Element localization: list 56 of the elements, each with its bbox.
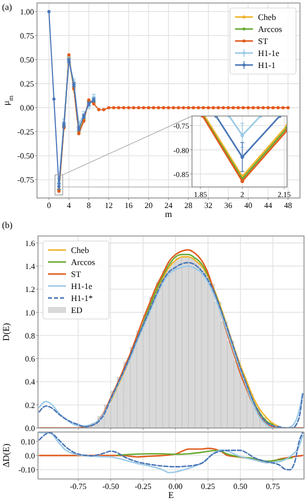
y-tick-label: 0.50 xyxy=(20,56,34,65)
legend-label: ST xyxy=(71,269,82,279)
y-tick-label: 0.00 xyxy=(20,104,34,113)
legend-label: Arccos xyxy=(71,257,96,267)
x-tick-label: -0.75 xyxy=(70,482,87,491)
x-tick-label: 40 xyxy=(244,201,252,210)
x-axis-title: m xyxy=(164,209,172,219)
y-tick-label: -0.75 xyxy=(17,176,34,185)
y-tick-label: 0.2 xyxy=(25,400,35,410)
x-tick-label: 36 xyxy=(224,201,232,210)
y-tick-label: -0.10 xyxy=(18,466,35,475)
x-tick-label: 0.50 xyxy=(233,482,248,491)
y-tick-label: 1.6 xyxy=(25,238,35,248)
y-tick-label: 1.4 xyxy=(25,262,35,272)
legend-label: H1-1e xyxy=(71,281,92,291)
x-tick-label: 44 xyxy=(264,201,272,210)
y-tick-label: 1.00 xyxy=(20,8,34,17)
x-tick-label: 28 xyxy=(184,201,192,210)
x-tick-label: -0.25 xyxy=(134,482,152,491)
legend-label: H1-1* xyxy=(71,293,93,303)
legend-label: Cheb xyxy=(71,245,89,255)
y-tick-label: 0.0 xyxy=(25,452,35,460)
x-tick-label: 0.25 xyxy=(200,482,215,491)
x-tick-label: 4 xyxy=(66,201,71,210)
legend-label: H1-1 xyxy=(258,60,276,70)
y-tick-label: 1.0 xyxy=(25,308,35,318)
y-tick-label: 0.4 xyxy=(25,378,35,387)
y-axis-title: ΔD(E) xyxy=(1,444,11,468)
chart-title: (a) xyxy=(2,2,12,12)
x-tick-label: 8 xyxy=(86,201,91,210)
x-tick-label: 0 xyxy=(46,201,51,210)
legend-label: ST xyxy=(258,36,269,46)
y-tick-label: -0.25 xyxy=(17,128,34,137)
y-tick-label: 1.2 xyxy=(25,285,35,294)
y-tick-label: 0.6 xyxy=(25,354,35,364)
legend-label: Cheb xyxy=(258,12,276,22)
y-axis-title: D(E) xyxy=(1,323,11,341)
y-tick-label: 0.25 xyxy=(20,80,34,89)
x-tick-label: 24 xyxy=(164,201,172,210)
x-tick-label: 48 xyxy=(284,201,292,210)
x-tick-label: 16 xyxy=(124,201,133,210)
chart-title: (b) xyxy=(2,220,12,230)
x-tick-label: 0.75 xyxy=(266,482,280,491)
legend-label: H1-1e xyxy=(258,48,280,58)
y-tick-label: 0.75 xyxy=(20,32,34,41)
legend-label: Arccos xyxy=(258,24,282,34)
legend-label: ED xyxy=(71,305,82,315)
y-tick-label: -0.50 xyxy=(17,152,34,161)
x-axis-title: E xyxy=(168,490,174,500)
x-tick-label: -0.50 xyxy=(102,482,119,491)
x-tick-label: 12 xyxy=(104,201,113,210)
y-tick-label: 0.10 xyxy=(21,437,35,446)
y-tick-label: 0.8 xyxy=(25,331,35,340)
x-tick-label: 20 xyxy=(144,201,153,210)
x-tick-label: 32 xyxy=(204,201,212,210)
y-tick-label: 0.0 xyxy=(25,424,35,433)
